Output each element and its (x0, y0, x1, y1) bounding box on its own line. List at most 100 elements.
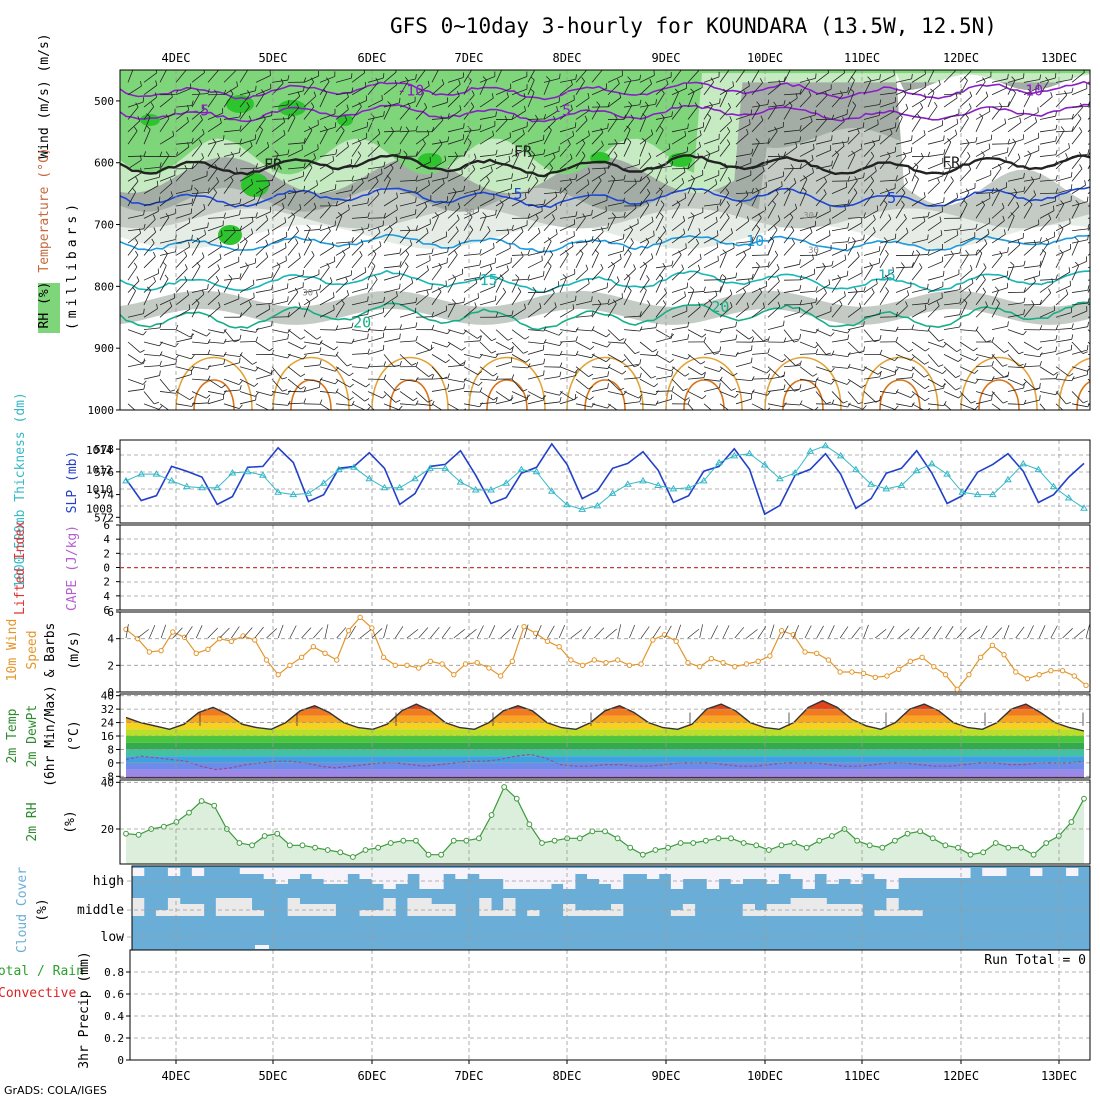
wind-barb (287, 402, 305, 405)
wind-speed-marker (849, 669, 855, 675)
wind-barb-flag (184, 276, 188, 281)
wind-barb-flag (367, 172, 369, 178)
wind-barb-flag (345, 276, 348, 282)
wind-barb (1007, 114, 1024, 120)
high-cloud-bar (886, 868, 899, 889)
wind-barb-flag (337, 212, 343, 217)
thickness-marker (776, 474, 784, 482)
wind-speed-marker (931, 663, 937, 670)
rh2m-marker (778, 842, 785, 849)
wind-barb (831, 91, 848, 96)
wind-barb-flag (334, 379, 339, 385)
wind-barb (911, 118, 921, 133)
wind-barb-flag (847, 334, 850, 340)
wind-barb-flag (975, 223, 978, 229)
wind-barb (559, 178, 576, 182)
thickness-marker (699, 476, 708, 484)
wind-barb-flag (975, 137, 978, 143)
middle-cloud-bar (742, 904, 755, 916)
wind-barb (959, 107, 972, 120)
wind-barb (447, 219, 460, 232)
wind-barb-flag (191, 184, 193, 190)
wind-barb (703, 138, 720, 145)
wind-barb-flag (323, 125, 328, 131)
wind-barb-flag (250, 141, 253, 147)
wind-barb-flag (777, 153, 781, 159)
wind-barb (463, 329, 478, 339)
wind-speed-marker (158, 647, 164, 654)
wind-barb-flag (748, 336, 754, 340)
wind-barb-flag (159, 351, 163, 357)
wind-barb-flag (1053, 371, 1058, 376)
wind-barb-flag (284, 217, 287, 223)
wind-barb (143, 281, 156, 293)
wind-barb-flag (415, 322, 418, 328)
wind-barb (191, 157, 204, 170)
wind-barb-10m (476, 625, 484, 639)
wind-barb (559, 144, 571, 157)
wind-barb-flag (776, 263, 780, 269)
wind-speed-marker (579, 662, 586, 669)
wind-barb (655, 390, 673, 392)
wind-barb (911, 157, 924, 170)
wind-barb-flag (169, 301, 173, 307)
wind-barb (383, 354, 395, 368)
wind-barb-flag (335, 149, 338, 155)
wind-barb-flag (405, 250, 410, 255)
wind-barb (831, 145, 845, 157)
wind-barb (767, 158, 781, 170)
wind-barb-flag (963, 76, 968, 81)
high-cloud-bar (251, 868, 265, 874)
wind-barb-flag (396, 291, 398, 297)
isotherm-label: 5 (887, 189, 896, 207)
wind-barb (831, 329, 848, 334)
wind-barb-flag (357, 138, 362, 144)
thickness-marker (456, 478, 465, 485)
wind-barb-flag (140, 412, 144, 414)
wind-barb (671, 167, 689, 170)
wind-barb-flag (927, 151, 931, 157)
wind-barb (415, 341, 430, 351)
wind-barb-flag (642, 113, 647, 118)
wind-barb-flag (783, 100, 786, 106)
wind-barb-flag (621, 358, 627, 363)
wind-barb-flag (726, 213, 730, 218)
wind-speed-marker (814, 650, 820, 657)
wind-barb-flag (213, 89, 218, 95)
rh2m-marker (1068, 819, 1075, 825)
wind-barb (815, 391, 827, 405)
wind-barb (399, 282, 414, 293)
high-cloud-bar (347, 868, 360, 874)
wind-barb (639, 74, 655, 83)
wind-barb-flag (591, 402, 595, 408)
wind-barb-flag (755, 261, 760, 267)
wind-barb (799, 114, 816, 120)
wind-barb (351, 243, 364, 256)
wind-barb-flag (733, 411, 737, 414)
wind-barb (1007, 206, 1020, 219)
wind-barb (255, 219, 269, 232)
wind-barb (527, 180, 539, 194)
wind-barb (1055, 188, 1072, 195)
wind-barb-flag (987, 228, 990, 234)
wind-barb-flag (837, 274, 841, 280)
wind-barb-flag (527, 249, 530, 255)
wind-barb-flag (229, 89, 234, 95)
high-cloud-bar (670, 868, 684, 889)
wind-barb (911, 309, 927, 318)
wind-barb (623, 183, 637, 194)
wind-barb-flag (927, 298, 930, 304)
wind-barb (207, 217, 224, 219)
wind-barb-flag (639, 359, 642, 365)
wind-barb (207, 181, 219, 194)
wind-barb (847, 192, 858, 207)
wind-barb (351, 329, 368, 333)
wind-barb (543, 391, 560, 396)
wind-barb-flag (1022, 330, 1027, 336)
wind-speed-marker (310, 643, 317, 650)
wind-barb (367, 133, 381, 145)
wind-barb (799, 353, 817, 355)
wind-barb-flag (270, 369, 275, 374)
lifted-index-axis-title: Lifted Index (13, 521, 28, 615)
wind-barb-flag (367, 223, 370, 229)
